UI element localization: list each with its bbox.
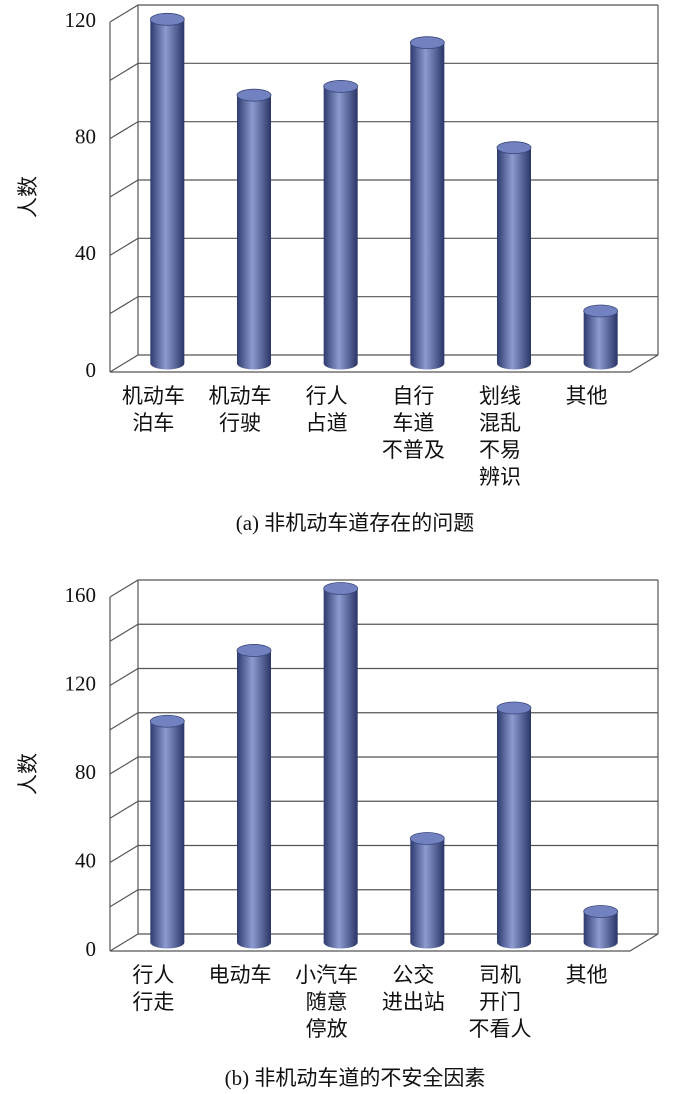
grid-line xyxy=(109,579,658,598)
y-axis-label: 人数 xyxy=(16,176,40,218)
x-tick-label: 行走 xyxy=(132,990,174,1014)
x-tick-label: 行人 xyxy=(306,384,348,408)
y-tick-label: 80 xyxy=(75,760,96,784)
bar xyxy=(583,304,619,370)
x-tick-label: 不易 xyxy=(479,438,521,462)
bar-top xyxy=(496,141,532,155)
y-tick-label: 160 xyxy=(65,583,97,607)
bar-body xyxy=(150,721,185,943)
x-tick-label: 占道 xyxy=(306,411,348,435)
grid-line xyxy=(109,667,658,687)
bar xyxy=(409,36,445,370)
y-tick-label: 40 xyxy=(75,848,96,872)
floor xyxy=(110,933,659,952)
bar xyxy=(236,88,272,370)
grid-line xyxy=(109,62,658,81)
floor xyxy=(110,354,659,373)
y-tick-label: 120 xyxy=(65,8,97,32)
grid-line xyxy=(109,800,658,819)
chart-title: (b) 非机动车道的不安全因素 xyxy=(225,1066,486,1090)
bar xyxy=(149,12,185,370)
bar-body xyxy=(323,588,358,943)
x-tick-label: 其他 xyxy=(566,963,608,987)
grid-line xyxy=(109,179,658,198)
grid-line xyxy=(109,4,658,23)
x-tick-label: 行人 xyxy=(132,963,174,987)
bar-top xyxy=(323,582,359,595)
x-tick-label: 停放 xyxy=(306,1017,348,1041)
bar-top xyxy=(236,88,272,102)
x-tick-label: 自行 xyxy=(392,384,434,408)
y-tick-label: 120 xyxy=(65,671,97,695)
bar-top xyxy=(236,644,272,657)
bar-body xyxy=(497,147,531,364)
x-tick-label: 车道 xyxy=(392,411,434,435)
bar-body xyxy=(583,311,618,364)
x-tick-label: 随意 xyxy=(306,990,348,1014)
bar-top xyxy=(583,905,619,918)
grid-line xyxy=(109,933,658,952)
grid-line xyxy=(109,623,658,642)
bar-top xyxy=(149,12,185,26)
x-tick-label: 进出站 xyxy=(382,990,445,1014)
bar-top xyxy=(323,80,359,93)
x-tick-label: 小汽车 xyxy=(295,963,358,987)
bar xyxy=(583,905,619,949)
bar xyxy=(323,80,359,370)
bar-top xyxy=(583,304,619,318)
grid-line xyxy=(109,756,658,775)
bar-top xyxy=(409,36,445,50)
bar xyxy=(496,141,532,370)
bar-body xyxy=(150,19,185,364)
x-tick-label: 开门 xyxy=(479,990,521,1014)
x-tick-label: 混乱 xyxy=(479,411,521,435)
grid-line xyxy=(109,296,658,315)
bar xyxy=(149,714,185,949)
x-tick-label: 机动车 xyxy=(209,384,272,408)
bar-body xyxy=(323,86,358,364)
x-tick-label: 不普及 xyxy=(382,438,445,462)
x-tick-label: 泊车 xyxy=(132,411,174,435)
x-tick-label: 公交 xyxy=(392,963,434,987)
bar xyxy=(496,701,532,949)
bar xyxy=(236,644,272,949)
y-tick-label: 40 xyxy=(75,241,96,265)
bar xyxy=(323,582,359,949)
bar xyxy=(409,832,445,949)
bar-top xyxy=(496,701,532,715)
x-tick-label: 辨识 xyxy=(479,465,521,489)
bar-body xyxy=(237,650,271,943)
bar-body xyxy=(497,707,531,943)
bar-top xyxy=(409,832,445,845)
chart-title: (a) 非机动车道存在的问题 xyxy=(236,511,475,535)
bar-body xyxy=(237,95,271,364)
x-tick-label: 其他 xyxy=(566,384,608,408)
x-tick-label: 机动车 xyxy=(122,384,185,408)
grid-line xyxy=(109,237,658,256)
grid-line xyxy=(109,844,658,864)
y-tick-label: 0 xyxy=(86,358,97,382)
x-tick-label: 行驶 xyxy=(219,411,261,435)
y-axis-label: 人数 xyxy=(16,753,40,795)
grid-line xyxy=(109,354,658,373)
y-tick-label: 80 xyxy=(75,124,96,148)
y-tick-label: 0 xyxy=(86,937,97,961)
grid-line xyxy=(109,121,658,140)
grid-line xyxy=(109,889,658,908)
x-tick-label: 电动车 xyxy=(209,963,272,987)
x-tick-label: 司机 xyxy=(479,963,521,987)
bar-body xyxy=(410,838,445,943)
x-tick-label: 不看人 xyxy=(469,1017,532,1041)
bar-top xyxy=(149,714,185,728)
x-tick-label: 划线 xyxy=(479,384,521,408)
bar-body xyxy=(410,42,445,364)
grid-line xyxy=(109,712,658,731)
